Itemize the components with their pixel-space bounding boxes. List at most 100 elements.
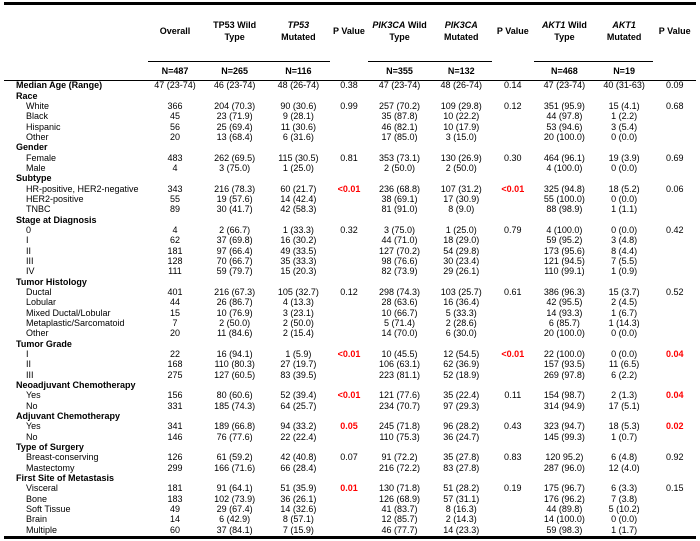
- p-value-cell: [492, 329, 534, 339]
- data-cell: 30 (23.4): [443, 256, 480, 267]
- data-cell: 98 (76.6): [381, 256, 418, 267]
- data-cell: 44 (71.0): [381, 235, 418, 246]
- p-value-cell: [330, 205, 368, 215]
- data-cell: 181: [167, 246, 183, 256]
- gene-name-italic: PIK3CA: [372, 20, 406, 31]
- row-label: Mixed Ductal/Lobular: [26, 308, 111, 318]
- row-label: Other: [26, 132, 49, 143]
- data-cell: 2 (50.0): [219, 318, 251, 329]
- data-cell: 6 (4.8): [611, 452, 638, 463]
- data-cell: 216 (72.2): [379, 463, 421, 473]
- data-cell: 28 (63.6): [381, 297, 418, 308]
- data-cell: 46 (77.7): [381, 525, 418, 535]
- data-cell: 106 (63.1): [379, 359, 421, 370]
- data-cell: 66 (28.4): [280, 463, 317, 473]
- data-cell: 0 (0.0): [611, 225, 638, 236]
- data-cell: 111: [168, 266, 182, 277]
- row-label: Median Age (Range): [16, 80, 103, 91]
- row-label: White: [26, 101, 50, 112]
- row-label: Ductal: [26, 287, 52, 298]
- header-text: Wild Type: [554, 20, 587, 42]
- data-cell: 4 (13.3): [282, 297, 314, 308]
- p-value-cell: 0.04: [665, 390, 684, 401]
- data-cell: 105 (32.7): [277, 287, 319, 298]
- header-text: P Value: [496, 26, 529, 37]
- p-value-cell: [492, 360, 534, 370]
- data-cell: 126 (68.9): [379, 494, 421, 504]
- data-cell: 55 (100.0): [543, 194, 585, 205]
- data-cell: 4: [172, 225, 178, 236]
- header-text: Mutated: [281, 32, 316, 42]
- data-cell: 44: [169, 297, 180, 308]
- data-cell: 156: [167, 390, 183, 401]
- table-row: Female 483 262 (69.5) 115 (30.5) 0.81 353 (73…: [4, 153, 696, 163]
- p-value-cell: 0.02: [665, 421, 684, 432]
- row-label: Yes: [26, 390, 41, 401]
- p-value-cell: [492, 246, 534, 256]
- data-cell: 183: [167, 494, 183, 504]
- data-cell: 80 (60.6): [216, 390, 253, 401]
- table-row: III 275 127 (60.5) 83 (39.5) 223 (81.1) 52 (1…: [4, 370, 696, 380]
- data-cell: 189 (66.8): [214, 421, 256, 432]
- p-value-cell: 0.43: [504, 421, 522, 432]
- data-cell: 59 (95.2): [546, 235, 583, 246]
- sample-size-akt1-mutated: N=19: [594, 61, 654, 81]
- data-cell: 48 (26-74): [440, 80, 482, 91]
- data-cell: 60: [169, 525, 180, 535]
- p-value-cell: 0.07: [340, 452, 358, 463]
- p-value-cell: [653, 195, 696, 205]
- data-cell: 14 (32.6): [280, 504, 317, 514]
- data-cell: 115 (30.5): [278, 153, 319, 163]
- header-text: P Value: [333, 26, 365, 37]
- data-cell: 35 (27.8): [443, 452, 480, 463]
- p-value-cell: [653, 267, 696, 277]
- p-value-cell: [492, 164, 534, 174]
- data-cell: 168: [167, 359, 183, 370]
- data-cell: 82 (73.9): [381, 266, 418, 277]
- p-value-cell: [330, 494, 368, 504]
- p-value-cell: [330, 432, 368, 442]
- p-value-cell: 0.30: [504, 153, 522, 163]
- p-value-cell: [330, 112, 368, 122]
- column-header-p-value-akt1: P Value: [653, 4, 696, 60]
- table-row: HER2-positive 55 19 (57.6) 14 (42.4) 38 (69.…: [4, 195, 696, 205]
- data-cell: 3 (23.1): [282, 308, 314, 318]
- data-cell: 47 (23-74): [154, 80, 196, 91]
- sample-size-akt1-wild-type: N=468: [534, 61, 595, 81]
- p-value-cell: 0.61: [504, 287, 522, 298]
- p-value-cell: [653, 319, 696, 329]
- data-cell: 70 (66.7): [216, 256, 253, 267]
- data-cell: 5 (33.3): [445, 308, 477, 318]
- data-cell: 20 (100.0): [543, 328, 585, 339]
- p-value-cell: [492, 257, 534, 267]
- row-label: No: [26, 401, 38, 411]
- p-value-cell: [653, 329, 696, 339]
- p-value-cell: [492, 505, 534, 515]
- row-label: Female: [26, 153, 57, 163]
- table-row: Yes 156 80 (60.6) 52 (39.4) <0.01 121 (77.6) 3…: [4, 391, 696, 401]
- data-cell: 1 (33.3): [282, 225, 314, 236]
- data-cell: 8 (57.1): [282, 514, 314, 525]
- data-cell: 181: [167, 483, 183, 494]
- data-cell: 6 (85.7): [548, 318, 580, 329]
- section-label: Adjuvant Chemotherapy: [16, 411, 121, 421]
- row-label: II: [26, 246, 32, 256]
- data-cell: 236 (68.8): [379, 184, 421, 194]
- sample-size-p-value-pik3ca: [491, 61, 535, 81]
- p-value-cell: [330, 246, 368, 256]
- p-value-cell: 0.04: [665, 349, 684, 360]
- data-cell: 1 (25.0): [282, 163, 314, 174]
- p-value-cell: [330, 133, 368, 143]
- p-value-cell: <0.01: [501, 184, 525, 194]
- data-cell: 2 (28.6): [445, 318, 477, 329]
- p-value-cell: 0.83: [504, 452, 522, 463]
- p-value-cell: [492, 319, 534, 329]
- data-cell: 37 (69.8): [216, 235, 253, 246]
- section-row: Tumor Histology: [4, 277, 696, 287]
- header-text: Mutated: [606, 32, 642, 42]
- column-header-tp53-wild-type: TP53 Wild Type: [202, 4, 267, 60]
- data-cell: 6 (31.6): [282, 132, 314, 143]
- data-cell: 14: [169, 514, 180, 525]
- data-cell: 257 (70.2): [379, 101, 421, 112]
- data-cell: 11 (84.6): [216, 328, 253, 339]
